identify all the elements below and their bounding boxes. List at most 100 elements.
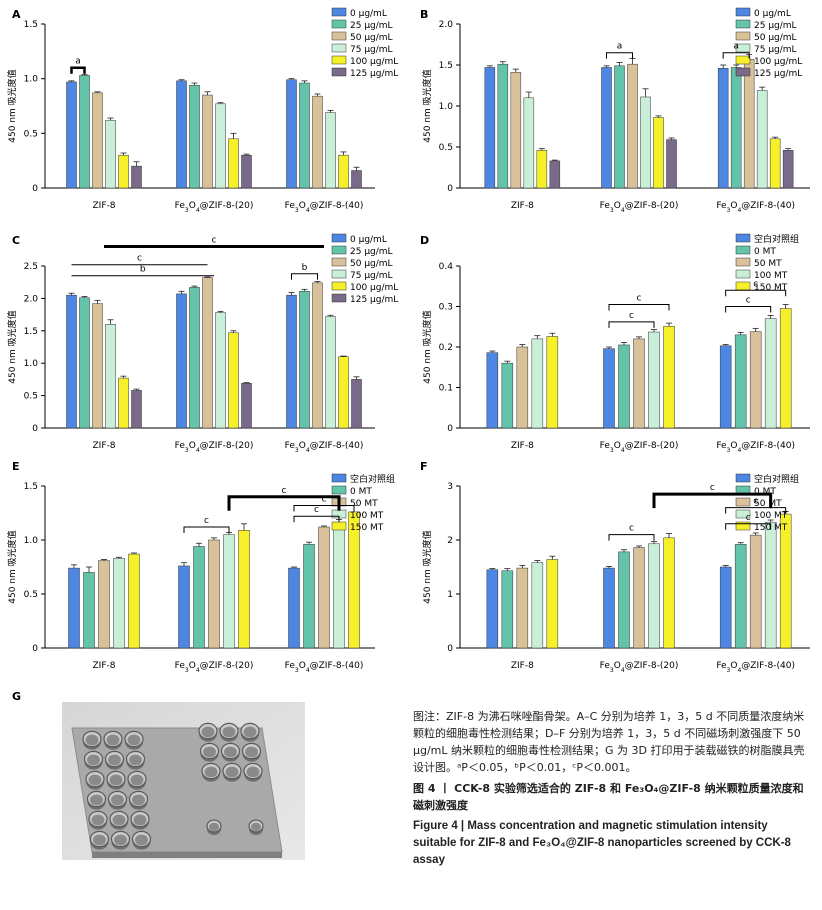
x-tick-label: ZIF-8 xyxy=(511,661,534,671)
legend-swatch xyxy=(331,67,347,77)
x-tick-label: Fe3O4@ZIF-8-(40) xyxy=(716,441,795,454)
significance-label: c xyxy=(753,279,758,289)
bar xyxy=(614,65,625,189)
bar xyxy=(603,567,615,649)
panel-label: D xyxy=(420,234,429,247)
legend-label: 50 MT xyxy=(754,259,782,269)
legend-swatch xyxy=(331,7,347,17)
x-tick-label: Fe3O4@ZIF-8-(20) xyxy=(600,201,679,214)
significance-label: c xyxy=(322,494,327,504)
well-right-hole xyxy=(222,726,236,738)
bar xyxy=(730,67,742,189)
bar xyxy=(601,67,612,189)
bar xyxy=(215,312,226,429)
legend-label: 150 MT xyxy=(754,283,788,293)
legend-label: 25 μg/mL xyxy=(754,21,797,31)
bar xyxy=(666,139,677,189)
bar xyxy=(749,331,762,429)
bar xyxy=(98,560,110,649)
bar xyxy=(333,522,345,649)
bar xyxy=(734,334,747,429)
bar xyxy=(223,534,235,649)
legend-label: 100 MT xyxy=(754,271,788,281)
bar xyxy=(536,150,548,189)
bar xyxy=(202,277,213,429)
legend-swatch xyxy=(331,281,347,291)
bar xyxy=(603,348,615,429)
well-left-hole xyxy=(109,774,123,786)
bar xyxy=(118,377,129,429)
bar xyxy=(749,534,762,649)
legend-label: 100 MT xyxy=(350,511,384,521)
legend-swatch xyxy=(331,485,347,495)
legend-swatch xyxy=(735,509,751,519)
bar xyxy=(501,362,514,429)
bar xyxy=(238,530,250,649)
bar xyxy=(653,117,664,189)
bar xyxy=(118,154,129,189)
bar xyxy=(215,103,226,189)
bar xyxy=(299,82,310,189)
legend-label: 50 MT xyxy=(350,499,378,509)
y-tick-label: 3 xyxy=(447,482,453,492)
legend-swatch xyxy=(735,55,751,65)
significance-bracket xyxy=(725,523,772,530)
bar xyxy=(228,332,239,429)
bar xyxy=(189,84,200,189)
charts-svg: A 450 nm 吸光度值 0 0.5 1.0 1.5 ZIF-8 Fe3O4@ZIF-8-(… xyxy=(6,7,810,674)
legend-label: 0 MT xyxy=(754,247,776,257)
significance-label: c xyxy=(282,486,287,496)
bar xyxy=(663,326,675,429)
legend-label: 空白对照组 xyxy=(754,233,799,245)
bar xyxy=(618,551,630,649)
bar xyxy=(779,308,792,429)
legend-label: 0 MT xyxy=(754,487,776,497)
y-tick-label: 0.5 xyxy=(24,590,38,600)
bar xyxy=(719,345,732,429)
legend-swatch xyxy=(735,245,751,255)
bar xyxy=(648,331,660,429)
bar xyxy=(303,544,315,649)
well-right-hole xyxy=(225,766,239,778)
significance-bracket xyxy=(725,507,787,514)
well-left-hole xyxy=(111,794,124,806)
significance-label: c xyxy=(629,311,634,321)
x-tick-label: Fe3O4@ZIF-8-(40) xyxy=(285,441,364,454)
bar xyxy=(178,565,190,649)
y-tick-label: 1.5 xyxy=(24,20,38,30)
y-tick-label: 0.1 xyxy=(439,384,453,394)
significance-bracket xyxy=(70,66,86,74)
y-tick-label: 0 xyxy=(447,644,453,654)
significance-bracket xyxy=(293,504,355,512)
legend-swatch xyxy=(735,257,751,267)
well-left-hole xyxy=(130,774,144,786)
well-left-hole xyxy=(93,834,106,846)
bar xyxy=(549,160,561,189)
bar xyxy=(516,346,529,429)
significance-bracket xyxy=(608,534,655,541)
x-tick-label: ZIF-8 xyxy=(511,441,534,451)
significance-label: c xyxy=(637,293,642,303)
y-axis-label: 450 nm 吸光度值 xyxy=(421,310,433,383)
bar xyxy=(312,95,323,189)
caption-en-title: Figure 4 | Mass concentration and magnet… xyxy=(413,820,791,866)
panel-label: A xyxy=(12,8,21,21)
legend-label: 125 μg/mL xyxy=(754,69,802,79)
bar xyxy=(325,112,336,189)
bar xyxy=(351,170,362,189)
bar xyxy=(769,138,781,189)
well-right-hole xyxy=(245,746,258,758)
small-well-hole xyxy=(250,822,262,832)
bar xyxy=(531,338,544,429)
well-right-hole xyxy=(203,746,216,758)
y-tick-label: 0.3 xyxy=(439,303,453,313)
small-well-hole xyxy=(208,822,220,832)
caption-note: 图注：ZIF-8 为沸石咪唑酯骨架。A–C 分别为培养 1，3，5 d 不同质量… xyxy=(413,710,805,774)
bar xyxy=(640,96,651,189)
y-tick-label: 1 xyxy=(447,590,453,600)
y-tick-label: 0.4 xyxy=(439,262,454,272)
bar xyxy=(228,138,239,189)
significance-label: b xyxy=(140,265,146,275)
bar xyxy=(288,567,300,649)
y-tick-label: 1.0 xyxy=(24,536,39,546)
